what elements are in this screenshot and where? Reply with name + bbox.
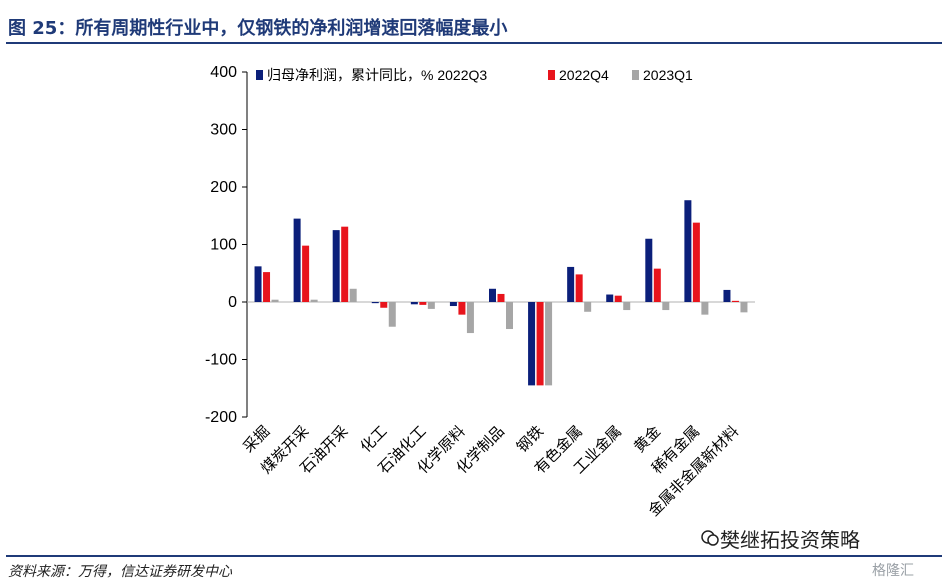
bar-s3-11: [701, 302, 709, 315]
y-tick-label: -100: [205, 352, 237, 369]
bar-s1-11: [684, 200, 692, 302]
bar-s1-2: [332, 230, 340, 302]
bar-s2-9: [614, 295, 622, 302]
bar-s3-4: [427, 302, 435, 309]
bar-s3-9: [623, 302, 631, 311]
title-divider: [6, 42, 942, 44]
bar-s2-3: [380, 302, 388, 308]
y-tick-label: 200: [210, 179, 237, 196]
footer-divider: [6, 555, 942, 557]
bar-s2-11: [692, 222, 700, 302]
bar-s3-10: [662, 302, 670, 311]
bar-s1-4: [410, 302, 418, 305]
bar-s2-0: [263, 272, 271, 302]
bar-s3-3: [388, 302, 396, 327]
bar-s2-6: [497, 293, 505, 302]
y-tick-label: 0: [228, 294, 237, 311]
legend-label-1: 归母净利润，累计同比，% 2022Q3: [267, 67, 487, 83]
bar-s1-0: [254, 266, 262, 302]
legend-swatch-2: [548, 70, 555, 80]
bar-s1-12: [723, 289, 731, 302]
watermark-text: 樊继拓投资策略: [720, 528, 860, 552]
y-tick-label: 300: [210, 122, 237, 139]
x-category-label: 化工: [357, 422, 391, 456]
bar-s1-6: [489, 288, 496, 302]
bar-s2-1: [302, 245, 310, 302]
x-category-label: 钢铁: [513, 422, 547, 456]
bar-s2-4: [419, 302, 427, 305]
y-tick-label: -200: [205, 409, 237, 426]
x-category-label: 采掘: [239, 422, 273, 456]
bar-s1-9: [606, 294, 614, 302]
legend-label-3: 2023Q1: [643, 67, 693, 83]
bar-s3-7: [545, 302, 553, 386]
bar-s3-1: [310, 299, 318, 302]
bar-s1-10: [645, 238, 653, 302]
source-note: 资料来源：万得，信达证券研发中心: [8, 564, 232, 580]
bar-s1-5: [449, 302, 457, 307]
wechat-icon: [701, 530, 719, 546]
bar-s1-7: [528, 302, 536, 386]
legend-swatch-3: [632, 70, 639, 80]
bar-s2-5: [458, 302, 466, 315]
bar-s2-7: [536, 302, 544, 386]
corner-logo: 格隆汇: [872, 563, 914, 579]
bar-s2-8: [575, 274, 583, 302]
y-tick-label: 400: [210, 64, 237, 81]
legend-swatch-1: [256, 70, 263, 80]
y-tick-label: 100: [210, 237, 237, 254]
bar-s2-12: [731, 300, 739, 302]
bar-s3-2: [349, 288, 357, 302]
bar-s2-2: [341, 226, 349, 302]
bar-s3-5: [466, 302, 474, 334]
figure-title: 图 25：所有周期性行业中，仅钢铁的净利润增速回落幅度最小: [8, 18, 508, 39]
bar-s3-8: [584, 302, 592, 312]
bar-s2-10: [653, 268, 661, 302]
bar-s3-12: [740, 302, 748, 313]
bar-s1-1: [293, 218, 301, 302]
x-category-label: 黄金: [630, 422, 664, 456]
bar-s1-3: [371, 302, 379, 304]
bar-s1-8: [567, 266, 575, 302]
bar-s3-0: [271, 299, 279, 302]
legend-label-2: 2022Q4: [559, 67, 609, 83]
bar-s3-6: [506, 302, 513, 330]
